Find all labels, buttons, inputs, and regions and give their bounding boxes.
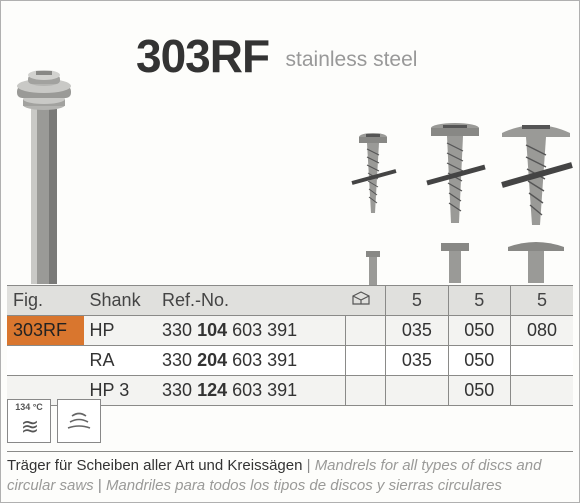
pad-cell <box>345 346 385 376</box>
description-block: Träger für Scheiben aller Art und Kreiss… <box>7 451 573 495</box>
ref-pre: 330 <box>162 320 197 340</box>
screws-illustration <box>338 121 573 286</box>
ref-cell: 330 124 603 391 <box>156 376 345 406</box>
pipe: | <box>98 477 106 494</box>
ref-post: 603 391 <box>227 350 297 370</box>
fig-cell <box>7 346 84 376</box>
mandrel-illustration <box>9 69 79 284</box>
size-cell <box>511 346 573 376</box>
col-qty-3: 5 <box>511 286 573 316</box>
product-code: 303RF <box>136 30 269 82</box>
size-cell: 035 <box>386 316 448 346</box>
desc-de: Träger für Scheiben aller Art und Kreiss… <box>7 457 302 474</box>
pipe: | <box>307 457 315 474</box>
col-fig: Fig. <box>7 286 84 316</box>
col-qty-1: 5 <box>386 286 448 316</box>
size-cell: 050 <box>448 376 510 406</box>
autoclave-icon: 134 °C ≋ <box>7 399 51 443</box>
autoclave-temp: 134 °C <box>15 403 43 412</box>
size-cell: 035 <box>386 346 448 376</box>
title-block: 303RF stainless steel <box>136 29 417 83</box>
ref-bold: 124 <box>197 380 227 400</box>
ref-post: 603 391 <box>227 320 297 340</box>
steam-icon: ≋ <box>21 416 37 438</box>
table-body: 303RF HP 330 104 603 391 035 050 080 RA … <box>7 316 573 406</box>
shank-cell: HP <box>84 316 157 346</box>
table-header-row: Fig. Shank Ref.-No. 5 5 5 <box>7 286 573 316</box>
ref-cell: 330 104 603 391 <box>156 316 345 346</box>
symbol-row: 134 °C ≋ <box>7 399 101 443</box>
ultrasonic-icon <box>57 399 101 443</box>
size-cell <box>386 376 448 406</box>
ref-cell: 330 204 603 391 <box>156 346 345 376</box>
table-row: RA 330 204 603 391 035 050 <box>7 346 573 376</box>
col-qty-2: 5 <box>448 286 510 316</box>
col-shank: Shank <box>84 286 157 316</box>
product-material: stainless steel <box>286 48 418 71</box>
size-cell: 050 <box>448 346 510 376</box>
page-container: 303RF stainless steel <box>0 0 580 503</box>
pad-cell <box>345 316 385 346</box>
size-cell <box>511 376 573 406</box>
spec-table: Fig. Shank Ref.-No. 5 5 5 303RF HP 330 1… <box>7 285 573 406</box>
table-row: 303RF HP 330 104 603 391 035 050 080 <box>7 316 573 346</box>
pad-cell <box>345 376 385 406</box>
ref-pre: 330 <box>162 380 197 400</box>
col-ref: Ref.-No. <box>156 286 345 316</box>
ref-bold: 104 <box>197 320 227 340</box>
package-icon <box>345 286 385 316</box>
desc-es: Mandriles para todos los tipos de discos… <box>106 477 502 494</box>
ref-bold: 204 <box>197 350 227 370</box>
size-cell: 080 <box>511 316 573 346</box>
ref-pre: 330 <box>162 350 197 370</box>
ref-post: 603 391 <box>227 380 297 400</box>
size-cell: 050 <box>448 316 510 346</box>
shank-cell: RA <box>84 346 157 376</box>
fig-cell: 303RF <box>7 316 84 346</box>
